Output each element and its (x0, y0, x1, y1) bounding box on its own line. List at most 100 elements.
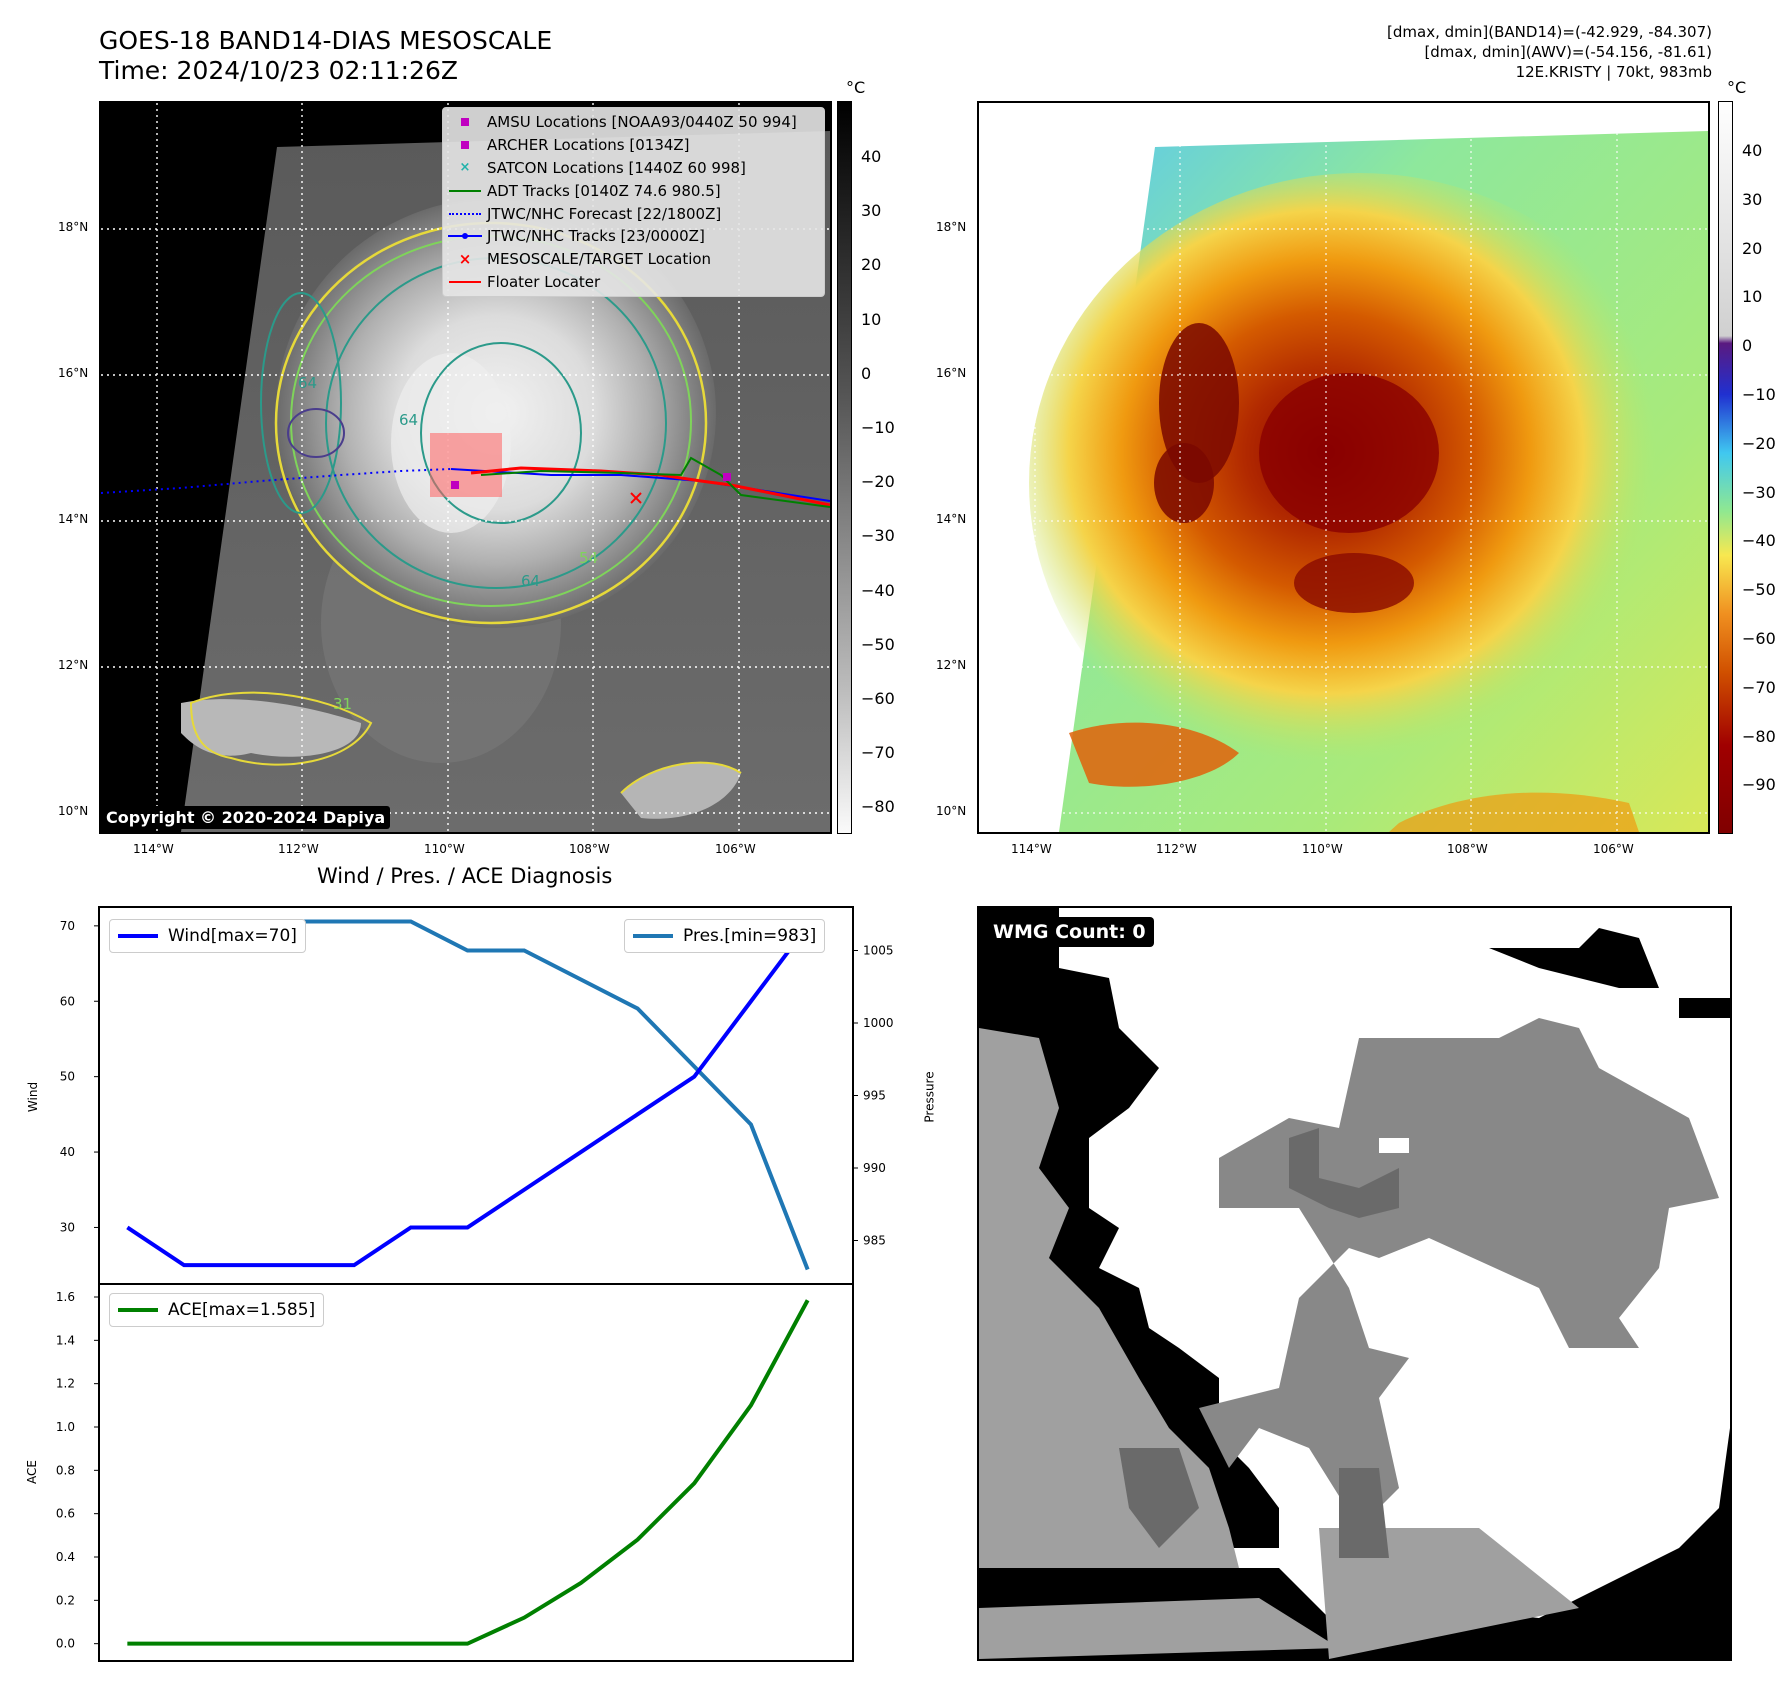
lon-label-108: 108°W (569, 842, 610, 856)
gray-colorbar-unit: °C (846, 78, 866, 97)
wmg-dark-core (1289, 1128, 1399, 1218)
ace-tick-label: 1.6 (56, 1290, 75, 1304)
chart-info: [dmax, dmin](BAND14)=(-42.929, -84.307) … (1387, 22, 1712, 82)
wmg-panel (977, 906, 1732, 1661)
copyright-label: Copyright © 2020-2024 Dapiya (101, 806, 391, 829)
color-colorbar-tick: −40 (1742, 531, 1776, 551)
enh-lat-label-18: 18°N (936, 220, 967, 234)
color-colorbar-tick: −80 (1742, 726, 1776, 746)
lat-label-10: 10°N (58, 804, 89, 818)
color-colorbar-tick: −30 (1742, 482, 1776, 502)
wind-series-line (126, 924, 810, 1268)
enhanced-ir-panel (977, 101, 1710, 834)
enhanced-gridlines (979, 103, 1708, 832)
enh-lat-label-10: 10°N (936, 804, 967, 818)
gray-colorbar-tick: −60 (861, 689, 895, 708)
ace-tick-label: 0.4 (56, 1550, 75, 1564)
pressure-tick-label: 985 (863, 1234, 886, 1248)
lon-label-114: 114°W (133, 842, 174, 856)
wind-pressure-axes (98, 906, 854, 1285)
enh-lon-label-110: 110°W (1302, 842, 1343, 856)
ir-map-svg: 64 64 64 54 31 (101, 103, 830, 832)
legend-adt: ADT Tracks [0140Z 74.6 980.5] (443, 179, 824, 202)
gray-colorbar-tick: 10 (861, 309, 882, 329)
legend-forecast: JTWC/NHC Forecast [22/1800Z] (443, 202, 824, 225)
gray-colorbar-tick: −50 (861, 634, 895, 654)
contour-label-4: 54 (579, 549, 598, 567)
enh-lon-label-112: 112°W (1156, 842, 1197, 856)
pressure-legend: Pres.[min=983] (624, 919, 826, 953)
enh-lon-label-114: 114°W (1011, 842, 1052, 856)
legend-satcon: × SATCON Locations [1440Z 60 998] (459, 158, 746, 177)
color-colorbar-tick: 40 (1742, 141, 1763, 160)
lon-label-112: 112°W (278, 842, 319, 856)
ace-legend: ACE[max=1.585] (109, 1293, 325, 1327)
wind-axis-label: Wind (26, 1081, 41, 1113)
legend-amsu: AMSU Locations [NOAA93/0440Z 50 994] (443, 111, 824, 134)
color-colorbar-tick: 0 (1742, 336, 1753, 356)
ace-tick-label: 1.0 (56, 1420, 75, 1434)
enh-lat-label-16: 16°N (936, 366, 967, 380)
gray-colorbar-tick: −20 (861, 472, 895, 492)
color-colorbar-tick: −60 (1742, 629, 1776, 648)
lat-label-12: 12°N (58, 658, 89, 672)
color-colorbar-tick: 10 (1742, 287, 1763, 307)
archer-marker (451, 481, 459, 489)
lat-label-16: 16°N (58, 366, 89, 380)
color-colorbar-tick: −20 (1742, 433, 1776, 453)
gray-colorbar-tick: 0 (861, 363, 872, 383)
ace-axes (98, 1283, 854, 1662)
color-colorbar-tick: 30 (1742, 189, 1763, 209)
enh-lat-label-12: 12°N (936, 658, 967, 672)
enh-lon-label-108: 108°W (1447, 842, 1488, 856)
diagnosis-chart: 30 40 50 60 70 985 990 995 1000 1005 0.0 0.2 0.4 0.6 0… (56, 906, 894, 1662)
chart-title: GOES-18 BAND14-DIAS MESOSCALE Time: 2024… (99, 26, 553, 85)
color-colorbar-tick: 20 (1742, 238, 1763, 258)
info-awv: [dmax, dmin](AWV)=(-54.156, -81.61) (1424, 43, 1712, 61)
ace-tick-label: 0.8 (56, 1463, 75, 1477)
wmg-count-badge: WMG Count: 0 (985, 917, 1154, 947)
contour-label-5: 31 (333, 695, 352, 713)
ace-tick-label: 1.2 (56, 1377, 75, 1391)
enhanced-ir-svg (979, 103, 1708, 832)
amsu-marker (723, 473, 731, 481)
map-legend: AMSU Locations [NOAA93/0440Z 50 994] ARC… (442, 107, 825, 298)
gray-colorbar-tick: −80 (861, 797, 895, 817)
gray-colorbar-tick: −70 (861, 743, 895, 763)
color-colorbar-tick: −70 (1742, 677, 1776, 697)
gray-colorbar (837, 101, 852, 834)
mesoscale-box (430, 433, 502, 497)
ace-tick-label: 1.4 (56, 1333, 75, 1347)
color-colorbar-tick: −10 (1742, 385, 1776, 404)
gray-colorbar-tick: 20 (861, 255, 882, 275)
pressure-tick-label: 995 (863, 1089, 886, 1103)
contour-label-2: 64 (399, 411, 418, 429)
ace-tick-label: 0.6 (56, 1507, 75, 1521)
gray-colorbar-tick: 30 (861, 201, 882, 221)
info-band14: [dmax, dmin](BAND14)=(-42.929, -84.307) (1387, 23, 1712, 41)
ace-axis-label: ACE (24, 1460, 39, 1484)
info-storm: 12E.KRISTY | 70kt, 983mb (1515, 63, 1712, 81)
wmg-gray-core (1199, 1018, 1719, 1528)
color-colorbar-unit: °C (1727, 78, 1747, 97)
ace-tick-label: 0.2 (56, 1593, 75, 1607)
diagnosis-title: Wind / Pres. / ACE Diagnosis (317, 864, 613, 888)
pressure-axis-label: Pressure (922, 1071, 937, 1123)
gray-colorbar-tick: 40 (861, 147, 882, 166)
lon-label-106: 106°W (715, 842, 756, 856)
forecast-track (101, 468, 452, 494)
wind-tick-label: 50 (60, 1070, 75, 1084)
ace-series-line (127, 1299, 810, 1646)
lon-label-110: 110°W (424, 842, 465, 856)
enh-lat-label-14: 14°N (936, 512, 967, 526)
wmg-black-patch-ne (1489, 928, 1659, 988)
pressure-series-line (127, 919, 810, 1271)
wmg-svg (979, 908, 1730, 1659)
legend-tracks: JTWC/NHC Tracks [23/0000Z] (443, 225, 824, 248)
contour-label-1: 64 (298, 374, 317, 392)
ace-tick-label: 0.0 (56, 1637, 75, 1651)
enh-lon-label-106: 106°W (1593, 842, 1634, 856)
legend-floater: Floater Locater (443, 271, 824, 294)
gray-colorbar-tick: −30 (861, 526, 895, 546)
wmg-gray-region-west (979, 1028, 1239, 1568)
